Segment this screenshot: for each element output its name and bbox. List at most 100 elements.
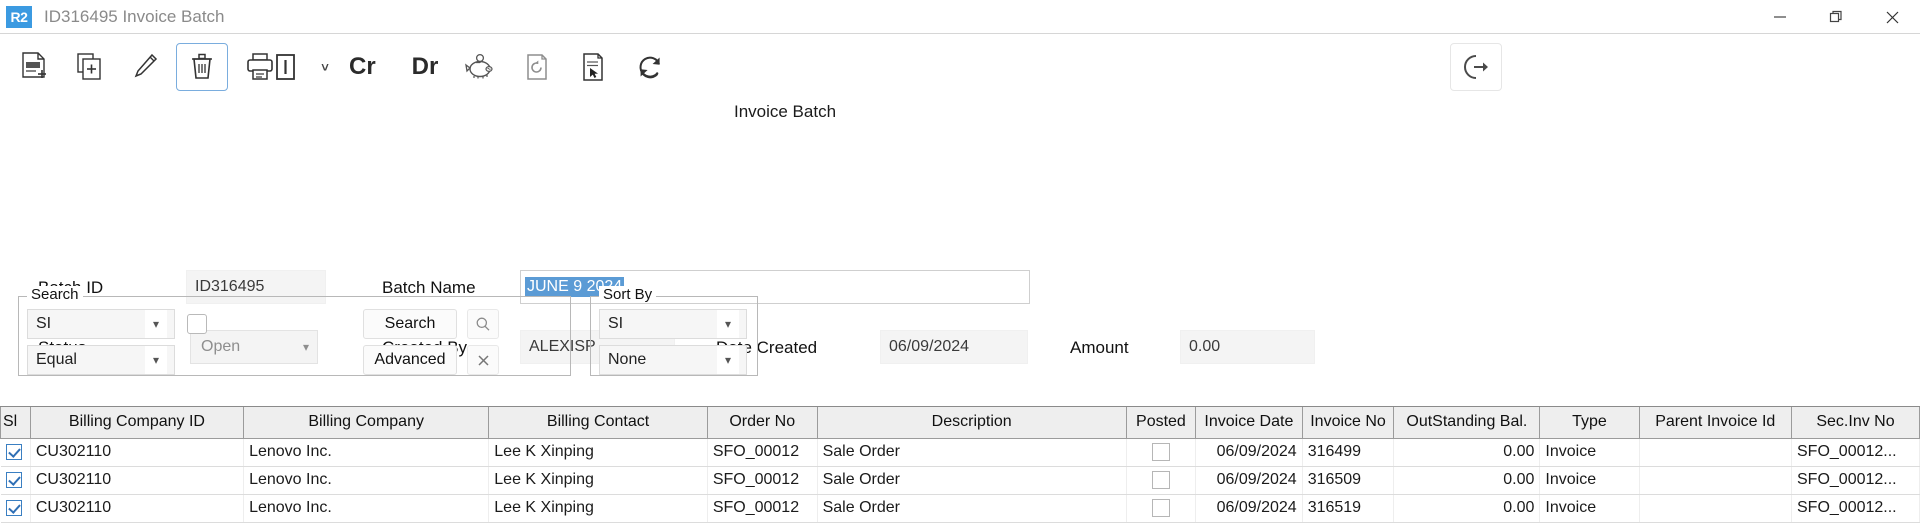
cell-posted[interactable] <box>1126 466 1197 495</box>
search-group-legend: Search <box>27 286 83 303</box>
row-select-checkbox[interactable] <box>5 443 22 460</box>
table-row[interactable]: CU302110 Lenovo Inc. Lee K Xinping SFO_0001… <box>0 466 1920 495</box>
chevron-down-icon: ▾ <box>302 340 309 354</box>
chevron-down-icon: ▾ <box>145 310 167 338</box>
column-header-order_no[interactable]: Order No <box>706 407 818 439</box>
piggy-bank-icon[interactable] <box>453 43 508 91</box>
cell-invoice_no: 316499 <box>1302 438 1395 467</box>
cell-posted[interactable] <box>1126 494 1197 523</box>
title-bar: R2 ID316495 Invoice Batch <box>0 0 1920 34</box>
cell-parent_invoice_id <box>1639 466 1793 495</box>
chevron-down-icon[interactable]: ˅ <box>314 43 336 91</box>
cell-invoice_date: 06/09/2024 <box>1195 494 1303 523</box>
window-controls <box>1752 0 1920 34</box>
credit-button[interactable]: Cr <box>338 43 387 91</box>
cell-order_no: SFO_00012 <box>707 466 818 495</box>
restore-icon[interactable] <box>1808 0 1864 34</box>
sort-field-value: SI <box>608 315 624 332</box>
search-group: Search SI ▾ Equal ▾ Search Advanced <box>18 286 571 376</box>
search-operator-value: Equal <box>36 351 77 368</box>
column-header-posted[interactable]: Posted <box>1125 407 1197 439</box>
column-header-billing_company_id[interactable]: Billing Company ID <box>29 407 245 439</box>
posted-checkbox[interactable] <box>1151 470 1170 489</box>
batch-form: Batch ID ID316495 Batch Name JUNE 9 2024… <box>0 122 1920 364</box>
posted-checkbox[interactable] <box>1151 498 1170 517</box>
batch-id-field[interactable]: ID316495 <box>186 270 326 304</box>
cell-type: Invoice <box>1539 438 1640 467</box>
debit-button[interactable]: Dr <box>400 43 450 91</box>
sort-direction-value: None <box>608 351 647 368</box>
column-header-invoice_no[interactable]: Invoice No <box>1301 407 1395 439</box>
cell-sec_inv_no: SFO_00012... <box>1791 438 1920 467</box>
column-header-description[interactable]: Description <box>816 407 1127 439</box>
app-logo-badge: R2 <box>6 5 32 28</box>
table-header-row: Sl Billing Company ID Billing Company Billi… <box>0 407 1920 439</box>
table-row[interactable]: CU302110 Lenovo Inc. Lee K Xinping SFO_0001… <box>0 494 1920 523</box>
main-toolbar: ˅ Cr Dr <box>0 34 1920 100</box>
cell-billing_company_id: CU302110 <box>30 438 245 467</box>
column-header-sec_inv_no[interactable]: Sec.Inv No <box>1791 407 1920 439</box>
column-header-invoice_date[interactable]: Invoice Date <box>1195 407 1303 439</box>
new-document-icon[interactable] <box>8 43 60 91</box>
cell-parent_invoice_id <box>1639 494 1793 523</box>
cell-sel[interactable] <box>0 466 31 495</box>
table-row[interactable]: CU302110 Lenovo Inc. Lee K Xinping SFO_0001… <box>0 438 1920 467</box>
advanced-button[interactable]: Advanced <box>363 345 457 375</box>
search-button[interactable]: Search <box>363 309 457 339</box>
exit-icon[interactable] <box>1450 43 1502 91</box>
sort-direction-select[interactable]: None ▾ <box>599 345 747 375</box>
table-body: CU302110 Lenovo Inc. Lee K Xinping SFO_0001… <box>0 438 1920 523</box>
cell-billing_contact: Lee K Xinping <box>488 494 708 523</box>
column-header-billing_contact[interactable]: Billing Contact <box>488 407 708 439</box>
amount-field[interactable]: 0.00 <box>1180 330 1315 364</box>
cell-sel[interactable] <box>0 438 31 467</box>
close-x-icon[interactable] <box>467 345 499 375</box>
magnifier-icon[interactable] <box>467 309 499 339</box>
cell-billing_contact: Lee K Xinping <box>488 438 708 467</box>
invoice-grid: Sl Billing Company ID Billing Company Billi… <box>0 406 1920 523</box>
row-select-checkbox[interactable] <box>5 471 22 488</box>
cell-sec_inv_no: SFO_00012... <box>1791 494 1920 523</box>
invoice-table: Sl Billing Company ID Billing Company Billi… <box>0 407 1920 523</box>
close-icon[interactable] <box>1864 0 1920 34</box>
cell-outstanding_bal: 0.00 <box>1393 466 1541 495</box>
cell-billing_company: Lenovo Inc. <box>243 466 490 495</box>
column-header-outstanding_bal[interactable]: OutStanding Bal. <box>1393 407 1541 439</box>
minimize-icon[interactable] <box>1752 0 1808 34</box>
status-select[interactable]: Open ▾ <box>190 330 318 364</box>
cell-invoice_no: 316509 <box>1302 466 1395 495</box>
cell-description: Sale Order <box>817 438 1127 467</box>
cell-billing_company_id: CU302110 <box>30 494 245 523</box>
cell-type: Invoice <box>1539 494 1640 523</box>
search-operator-select[interactable]: Equal ▾ <box>27 345 175 375</box>
column-header-sel[interactable]: Sl <box>0 407 31 439</box>
search-checkbox[interactable] <box>187 314 207 334</box>
delete-trash-icon[interactable] <box>176 43 228 91</box>
search-field-value: SI <box>36 315 52 332</box>
cell-invoice_date: 06/09/2024 <box>1195 438 1303 467</box>
refresh-icon[interactable] <box>623 43 678 91</box>
reset-page-icon[interactable] <box>511 43 564 91</box>
status-value: Open <box>201 338 241 355</box>
sort-field-select[interactable]: SI ▾ <box>599 309 747 339</box>
document-select-icon[interactable] <box>567 43 620 91</box>
batch-name-label: Batch Name <box>382 278 476 297</box>
chevron-down-icon: ▾ <box>717 346 739 374</box>
window-title: ID316495 Invoice Batch <box>44 6 225 26</box>
edit-pencil-icon[interactable] <box>120 43 172 91</box>
cell-posted[interactable] <box>1126 438 1197 467</box>
column-header-parent_invoice_id[interactable]: Parent Invoice Id <box>1638 407 1793 439</box>
date-created-field[interactable]: 06/09/2024 <box>880 330 1028 364</box>
posted-checkbox[interactable] <box>1151 442 1170 461</box>
chevron-down-icon: ▾ <box>145 346 167 374</box>
print-icon[interactable] <box>232 43 310 91</box>
copy-add-icon[interactable] <box>64 43 116 91</box>
row-select-checkbox[interactable] <box>5 499 22 516</box>
search-field-select[interactable]: SI ▾ <box>27 309 175 339</box>
cell-billing_company: Lenovo Inc. <box>243 438 490 467</box>
sort-group-legend: Sort By <box>599 286 657 303</box>
cell-invoice_date: 06/09/2024 <box>1195 466 1303 495</box>
cell-sel[interactable] <box>0 494 31 523</box>
column-header-type[interactable]: Type <box>1539 407 1640 439</box>
column-header-billing_company[interactable]: Billing Company <box>243 407 490 439</box>
